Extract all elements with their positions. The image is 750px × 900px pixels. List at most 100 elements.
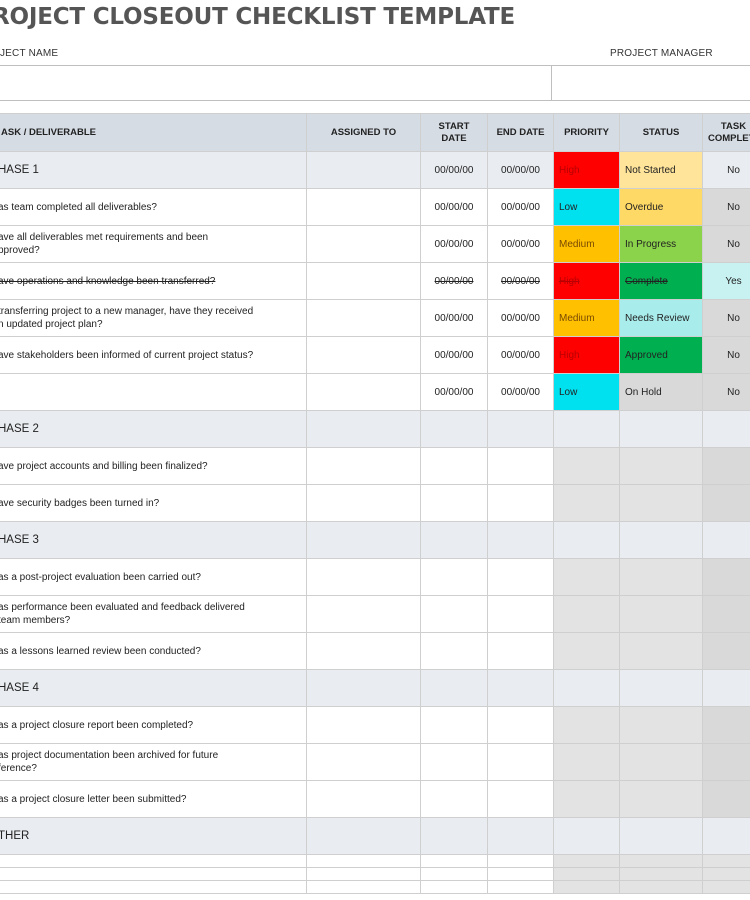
- empty-cell[interactable]: [306, 854, 421, 868]
- assigned-to-cell[interactable]: [306, 632, 421, 670]
- assigned-to-cell[interactable]: [306, 225, 421, 263]
- priority-cell[interactable]: [553, 632, 620, 670]
- task-complete-cell[interactable]: [702, 706, 750, 744]
- priority-cell[interactable]: [553, 410, 620, 448]
- empty-cell[interactable]: [420, 854, 488, 868]
- end-date-cell[interactable]: [487, 632, 554, 670]
- start-date-cell[interactable]: [420, 706, 488, 744]
- task-complete-cell[interactable]: No: [702, 188, 750, 226]
- assigned-to-cell[interactable]: [306, 447, 421, 485]
- empty-cell[interactable]: [487, 880, 554, 894]
- empty-cell[interactable]: [702, 880, 750, 894]
- empty-cell[interactable]: [306, 867, 421, 881]
- priority-cell[interactable]: High: [553, 151, 620, 189]
- status-cell[interactable]: [619, 669, 703, 707]
- start-date-cell[interactable]: [420, 558, 488, 596]
- empty-cell[interactable]: [702, 854, 750, 868]
- task-complete-cell[interactable]: No: [702, 299, 750, 337]
- task-complete-cell[interactable]: No: [702, 373, 750, 411]
- assigned-to-cell[interactable]: [306, 410, 421, 448]
- task-complete-cell[interactable]: No: [702, 151, 750, 189]
- status-cell[interactable]: Complete: [619, 262, 703, 300]
- priority-cell[interactable]: Low: [553, 373, 620, 411]
- task-complete-cell[interactable]: No: [702, 336, 750, 374]
- end-date-cell[interactable]: [487, 521, 554, 559]
- start-date-cell[interactable]: 00/00/00: [420, 151, 488, 189]
- task-complete-cell[interactable]: Yes: [702, 262, 750, 300]
- empty-cell[interactable]: [487, 854, 554, 868]
- status-cell[interactable]: Not Started: [619, 151, 703, 189]
- task-complete-cell[interactable]: [702, 484, 750, 522]
- status-cell[interactable]: [619, 817, 703, 855]
- status-cell[interactable]: [619, 521, 703, 559]
- assigned-to-cell[interactable]: [306, 151, 421, 189]
- end-date-cell[interactable]: [487, 780, 554, 818]
- end-date-cell[interactable]: [487, 558, 554, 596]
- priority-cell[interactable]: [553, 447, 620, 485]
- task-complete-cell[interactable]: No: [702, 225, 750, 263]
- start-date-cell[interactable]: 00/00/00: [420, 262, 488, 300]
- status-cell[interactable]: Needs Review: [619, 299, 703, 337]
- priority-cell[interactable]: [553, 484, 620, 522]
- priority-cell[interactable]: Low: [553, 188, 620, 226]
- priority-cell[interactable]: Medium: [553, 299, 620, 337]
- end-date-cell[interactable]: [487, 706, 554, 744]
- status-cell[interactable]: Approved: [619, 336, 703, 374]
- start-date-cell[interactable]: [420, 669, 488, 707]
- empty-cell[interactable]: [0, 854, 307, 868]
- empty-cell[interactable]: [553, 867, 620, 881]
- task-complete-cell[interactable]: [702, 521, 750, 559]
- priority-cell[interactable]: [553, 780, 620, 818]
- empty-cell[interactable]: [420, 880, 488, 894]
- start-date-cell[interactable]: [420, 595, 488, 633]
- empty-cell[interactable]: [619, 880, 703, 894]
- project-manager-field[interactable]: [552, 65, 750, 101]
- status-cell[interactable]: [619, 743, 703, 781]
- end-date-cell[interactable]: [487, 669, 554, 707]
- priority-cell[interactable]: High: [553, 262, 620, 300]
- priority-cell[interactable]: [553, 669, 620, 707]
- start-date-cell[interactable]: 00/00/00: [420, 299, 488, 337]
- status-cell[interactable]: [619, 558, 703, 596]
- assigned-to-cell[interactable]: [306, 780, 421, 818]
- priority-cell[interactable]: [553, 558, 620, 596]
- start-date-cell[interactable]: [420, 743, 488, 781]
- end-date-cell[interactable]: [487, 447, 554, 485]
- empty-cell[interactable]: [420, 867, 488, 881]
- status-cell[interactable]: [619, 410, 703, 448]
- end-date-cell[interactable]: [487, 484, 554, 522]
- assigned-to-cell[interactable]: [306, 299, 421, 337]
- priority-cell[interactable]: [553, 595, 620, 633]
- assigned-to-cell[interactable]: [306, 188, 421, 226]
- assigned-to-cell[interactable]: [306, 743, 421, 781]
- end-date-cell[interactable]: 00/00/00: [487, 225, 554, 263]
- empty-cell[interactable]: [619, 867, 703, 881]
- empty-cell[interactable]: [702, 867, 750, 881]
- task-complete-cell[interactable]: [702, 780, 750, 818]
- priority-cell[interactable]: [553, 521, 620, 559]
- status-cell[interactable]: [619, 484, 703, 522]
- end-date-cell[interactable]: [487, 817, 554, 855]
- project-name-field[interactable]: [0, 65, 552, 101]
- start-date-cell[interactable]: [420, 484, 488, 522]
- status-cell[interactable]: In Progress: [619, 225, 703, 263]
- priority-cell[interactable]: [553, 817, 620, 855]
- start-date-cell[interactable]: [420, 817, 488, 855]
- start-date-cell[interactable]: [420, 447, 488, 485]
- empty-cell[interactable]: [0, 880, 307, 894]
- end-date-cell[interactable]: [487, 410, 554, 448]
- start-date-cell[interactable]: [420, 521, 488, 559]
- assigned-to-cell[interactable]: [306, 669, 421, 707]
- assigned-to-cell[interactable]: [306, 558, 421, 596]
- status-cell[interactable]: [619, 706, 703, 744]
- end-date-cell[interactable]: [487, 743, 554, 781]
- end-date-cell[interactable]: 00/00/00: [487, 373, 554, 411]
- start-date-cell[interactable]: 00/00/00: [420, 188, 488, 226]
- status-cell[interactable]: [619, 447, 703, 485]
- status-cell[interactable]: [619, 780, 703, 818]
- task-complete-cell[interactable]: [702, 632, 750, 670]
- status-cell[interactable]: [619, 632, 703, 670]
- start-date-cell[interactable]: 00/00/00: [420, 373, 488, 411]
- priority-cell[interactable]: [553, 706, 620, 744]
- priority-cell[interactable]: Medium: [553, 225, 620, 263]
